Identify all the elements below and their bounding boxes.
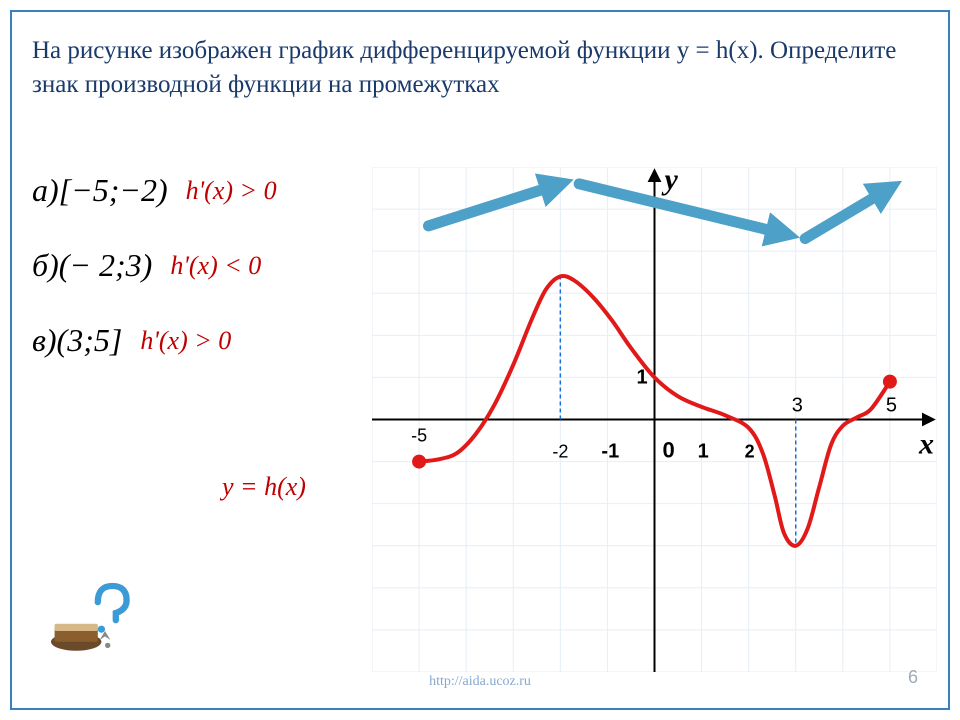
svg-text:0: 0: [663, 438, 675, 463]
answer-row: а)[−5;−2) h'(x) > 0: [32, 172, 382, 209]
bottom-link: http://aida.ucoz.ru: [429, 674, 531, 690]
interval-c: в)(3;5]: [32, 322, 122, 359]
interval-b: б)(− 2;3): [32, 247, 152, 284]
answers-block: а)[−5;−2) h'(x) > 0 б)(− 2;3) h'(x) < 0 …: [32, 172, 382, 397]
slide-frame: На рисунке изображен график дифференциру…: [10, 10, 950, 710]
deriv-c: h'(x) > 0: [140, 326, 231, 356]
svg-text:3: 3: [792, 395, 803, 417]
function-label: y = h(x): [222, 472, 306, 502]
svg-text:1: 1: [637, 366, 648, 388]
answer-row: в)(3;5] h'(x) > 0: [32, 322, 382, 359]
svg-text:x: x: [918, 428, 934, 461]
svg-text:-2: -2: [552, 442, 568, 462]
svg-text:y: y: [662, 167, 679, 196]
svg-text:5: 5: [886, 395, 897, 417]
title-text: На рисунке изображен график дифференциру…: [32, 34, 928, 102]
page-number: 6: [908, 667, 918, 688]
svg-text:1: 1: [698, 441, 709, 463]
deriv-a: h'(x) > 0: [186, 176, 277, 206]
help-icon: [42, 568, 132, 658]
interval-a: а)[−5;−2): [32, 172, 168, 209]
svg-text:-5: -5: [411, 426, 427, 446]
chart: x y -5 -2 -1 0 1 2 3 5 1: [372, 167, 937, 672]
deriv-b: h'(x) < 0: [170, 251, 261, 281]
svg-text:2: 2: [745, 442, 755, 462]
answer-row: б)(− 2;3) h'(x) < 0: [32, 247, 382, 284]
svg-text:-1: -1: [601, 441, 619, 463]
